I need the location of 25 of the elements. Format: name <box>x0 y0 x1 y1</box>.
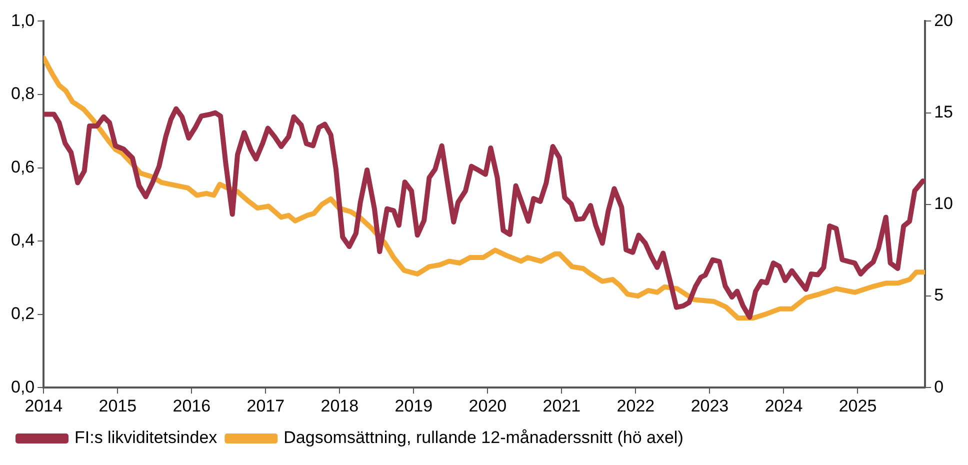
x-tick-label: 2024 <box>764 396 803 416</box>
legend-label: FI:s likviditetsindex <box>74 428 218 448</box>
x-tick-label: 2019 <box>394 396 433 416</box>
y2-tick-label: 10 <box>934 194 954 214</box>
y-tick-label: 0,8 <box>10 84 35 104</box>
x-tick-label: 2018 <box>320 396 359 416</box>
y2-tick-label: 0 <box>934 377 944 396</box>
y2-tick-label: 20 <box>934 10 954 30</box>
x-tick-label: 2025 <box>838 396 877 416</box>
x-tick-label: 2015 <box>98 396 137 416</box>
legend-label: Dagsomsättning, rullande 12-månaderssnitt (hö axel) <box>284 428 684 448</box>
y-tick-label: 0,0 <box>10 377 35 396</box>
y-tick-label: 0,2 <box>10 304 35 324</box>
x-tick-label: 2014 <box>24 396 63 416</box>
x-tick-label: 2023 <box>690 396 729 416</box>
y2-tick-label: 5 <box>934 286 944 305</box>
x-tick-label: 2022 <box>616 396 655 416</box>
x-tick-label: 2020 <box>468 396 507 416</box>
y-tick-label: 0,6 <box>10 157 35 176</box>
x-tick-label: 2021 <box>542 396 581 416</box>
y-tick-label: 1,0 <box>10 10 35 30</box>
y-tick-label: 0,4 <box>10 230 35 250</box>
x-tick-label: 2016 <box>172 396 211 416</box>
y2-tick-label: 15 <box>934 102 954 122</box>
x-tick-label: 2017 <box>246 396 285 416</box>
